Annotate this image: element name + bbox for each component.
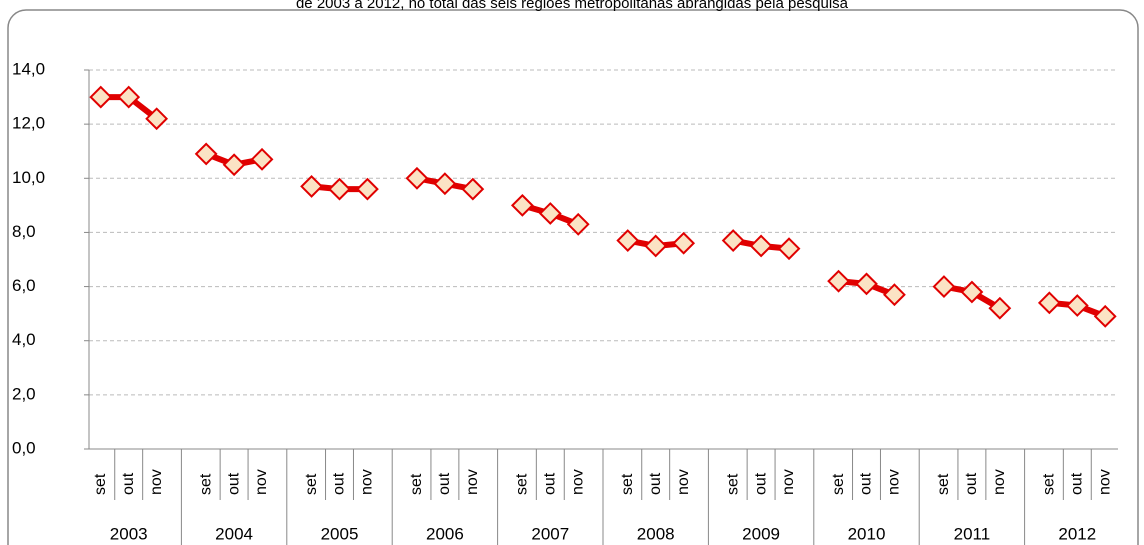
x-tick-label: out — [752, 472, 769, 495]
marker — [672, 231, 696, 255]
marker — [566, 212, 590, 236]
x-tick-label: set — [408, 473, 425, 495]
marker — [827, 269, 850, 293]
marker — [777, 237, 801, 261]
x-group-label: 2006 — [426, 524, 464, 543]
marker — [194, 142, 218, 166]
x-tick-label: set — [514, 473, 531, 495]
x-tick-label: out — [120, 472, 137, 495]
marker — [1093, 304, 1117, 328]
y-tick-label: 8,0 — [12, 222, 36, 241]
y-tick-label: 10,0 — [12, 168, 45, 187]
marker — [300, 174, 323, 198]
marker — [538, 202, 562, 225]
x-group-label: 2010 — [848, 524, 886, 543]
marker — [89, 85, 113, 109]
x-group-label: 2009 — [742, 524, 780, 543]
marker — [145, 107, 169, 131]
marker — [433, 172, 457, 196]
marker — [749, 234, 773, 258]
marker — [721, 229, 745, 252]
x-tick-label: out — [225, 472, 242, 495]
x-tick-label: set — [935, 473, 952, 495]
chart-frame — [7, 9, 1139, 545]
x-group-label: 2012 — [1058, 524, 1096, 543]
y-tick-label: 6,0 — [12, 276, 36, 295]
marker — [960, 280, 984, 304]
x-tick-label: out — [963, 472, 980, 495]
marker — [328, 177, 351, 201]
x-tick-label: nov — [569, 469, 586, 495]
x-tick-label: nov — [148, 469, 165, 495]
marker — [117, 85, 141, 109]
x-tick-label: out — [542, 472, 559, 495]
marker — [222, 153, 246, 177]
x-tick-label: set — [830, 473, 847, 495]
x-tick-label: nov — [1096, 469, 1113, 495]
x-tick-label: set — [92, 473, 109, 495]
marker — [1065, 294, 1089, 317]
x-tick-label: nov — [359, 469, 376, 495]
x-tick-label: out — [1069, 472, 1086, 495]
y-tick-label: 4,0 — [12, 330, 36, 349]
x-tick-label: out — [647, 472, 664, 495]
marker — [461, 177, 485, 201]
y-tick-label: 0,0 — [12, 438, 36, 457]
x-tick-label: out — [436, 472, 453, 495]
chart-title: de 2003 a 2012, no total das seis regiõe… — [296, 0, 849, 12]
x-tick-label: nov — [675, 469, 692, 495]
y-tick-label: 12,0 — [12, 114, 45, 133]
x-group-label: 2005 — [321, 524, 359, 543]
x-tick-label: set — [197, 473, 214, 495]
x-tick-label: set — [619, 473, 636, 495]
x-tick-label: nov — [253, 469, 270, 495]
x-tick-label: nov — [991, 469, 1008, 495]
x-group-label: 2007 — [531, 524, 569, 543]
x-tick-label: out — [331, 472, 348, 495]
x-tick-label: set — [724, 473, 741, 495]
marker — [1037, 291, 1061, 315]
x-tick-label: out — [858, 472, 875, 495]
x-group-label: 2011 — [954, 524, 991, 543]
x-tick-label: nov — [780, 469, 797, 495]
marker — [250, 147, 274, 171]
x-group-label: 2003 — [110, 524, 148, 543]
x-group-label: 2008 — [637, 524, 675, 543]
x-tick-label: set — [1041, 473, 1058, 495]
x-group-label: 2004 — [215, 524, 253, 543]
y-tick-label: 2,0 — [12, 384, 36, 403]
marker — [855, 272, 878, 296]
marker — [405, 166, 429, 190]
marker — [988, 296, 1012, 320]
y-tick-label: 14,0 — [12, 59, 45, 78]
x-tick-label: set — [303, 473, 320, 495]
marker — [883, 283, 906, 307]
marker — [644, 234, 668, 258]
marker — [356, 177, 379, 201]
x-tick-label: nov — [464, 469, 481, 495]
x-tick-label: nov — [886, 469, 903, 495]
marker — [510, 193, 534, 217]
marker — [616, 229, 640, 252]
marker — [932, 275, 956, 298]
